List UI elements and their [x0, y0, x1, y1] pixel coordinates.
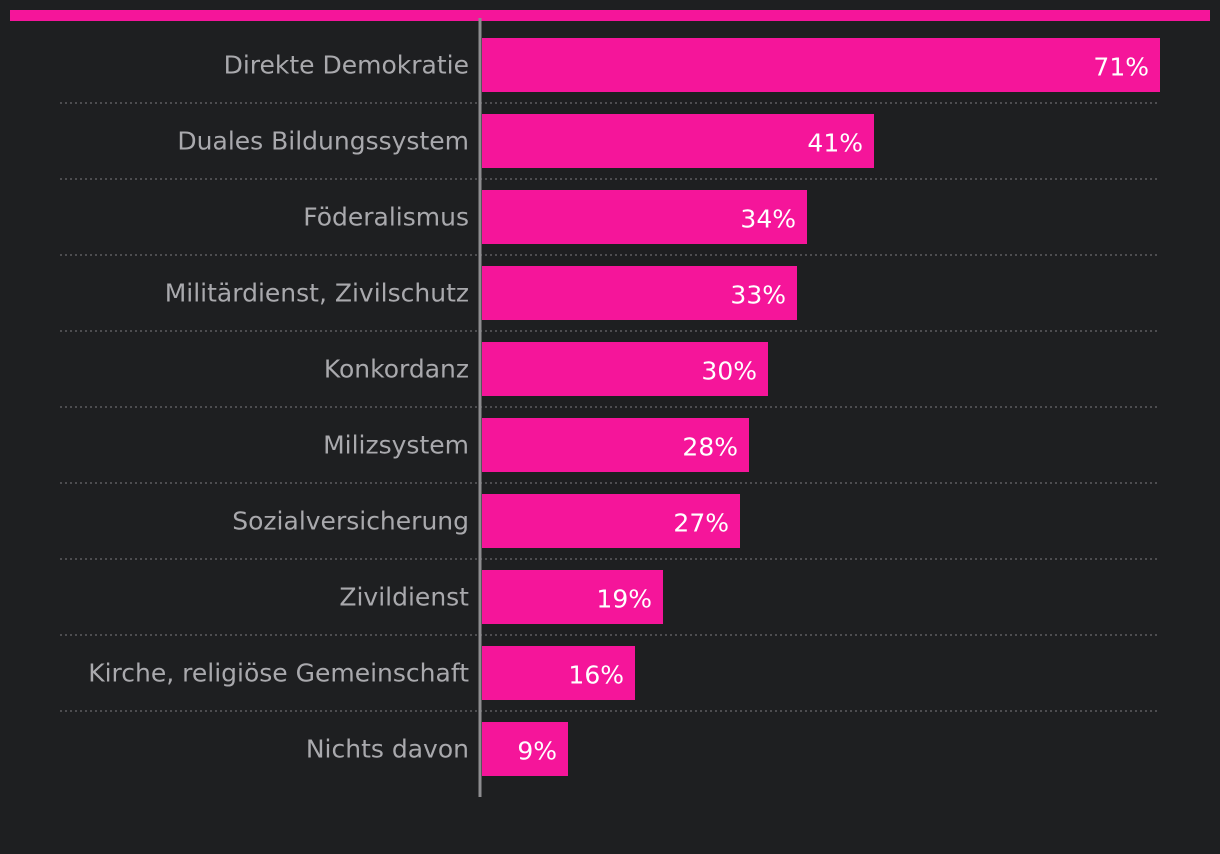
value-label: 27%: [673, 509, 729, 538]
category-label: Zivildienst: [339, 583, 469, 612]
value-label: 16%: [568, 661, 624, 690]
value-labels: 71% 41% 34% 33% 30% 28% 27% 19% 16% 9%: [517, 53, 1149, 766]
category-label: Nichts davon: [306, 735, 469, 764]
category-label: Duales Bildungssystem: [177, 127, 469, 156]
category-label: Milizsystem: [323, 431, 469, 460]
top-accent-bar: [10, 10, 1210, 21]
bar: [482, 114, 874, 168]
category-label: Konkordanz: [324, 355, 469, 384]
category-label: Direkte Demokratie: [224, 51, 469, 80]
bar: [482, 266, 797, 320]
bar: [482, 342, 768, 396]
value-label: 19%: [596, 585, 652, 614]
bar: [482, 190, 807, 244]
value-label: 30%: [701, 357, 757, 386]
value-label: 33%: [730, 281, 786, 310]
value-label: 71%: [1093, 53, 1149, 82]
bar: [482, 38, 1160, 92]
category-label: Kirche, religiöse Gemeinschaft: [88, 659, 469, 688]
value-label: 9%: [517, 737, 557, 766]
bar: [482, 418, 749, 472]
category-labels: Direkte Demokratie Duales Bildungssystem F…: [88, 51, 469, 764]
value-label: 34%: [740, 205, 796, 234]
category-label: Föderalismus: [303, 203, 469, 232]
value-label: 28%: [682, 433, 738, 462]
bar: [482, 722, 568, 776]
bars: [482, 38, 1160, 776]
category-label: Sozialversicherung: [232, 507, 469, 536]
bar: [482, 646, 635, 700]
bar: [482, 570, 663, 624]
row-separators: [60, 102, 1160, 712]
value-label: 41%: [807, 129, 863, 158]
category-label: Militärdienst, Zivilschutz: [165, 279, 469, 308]
bar: [482, 494, 740, 548]
